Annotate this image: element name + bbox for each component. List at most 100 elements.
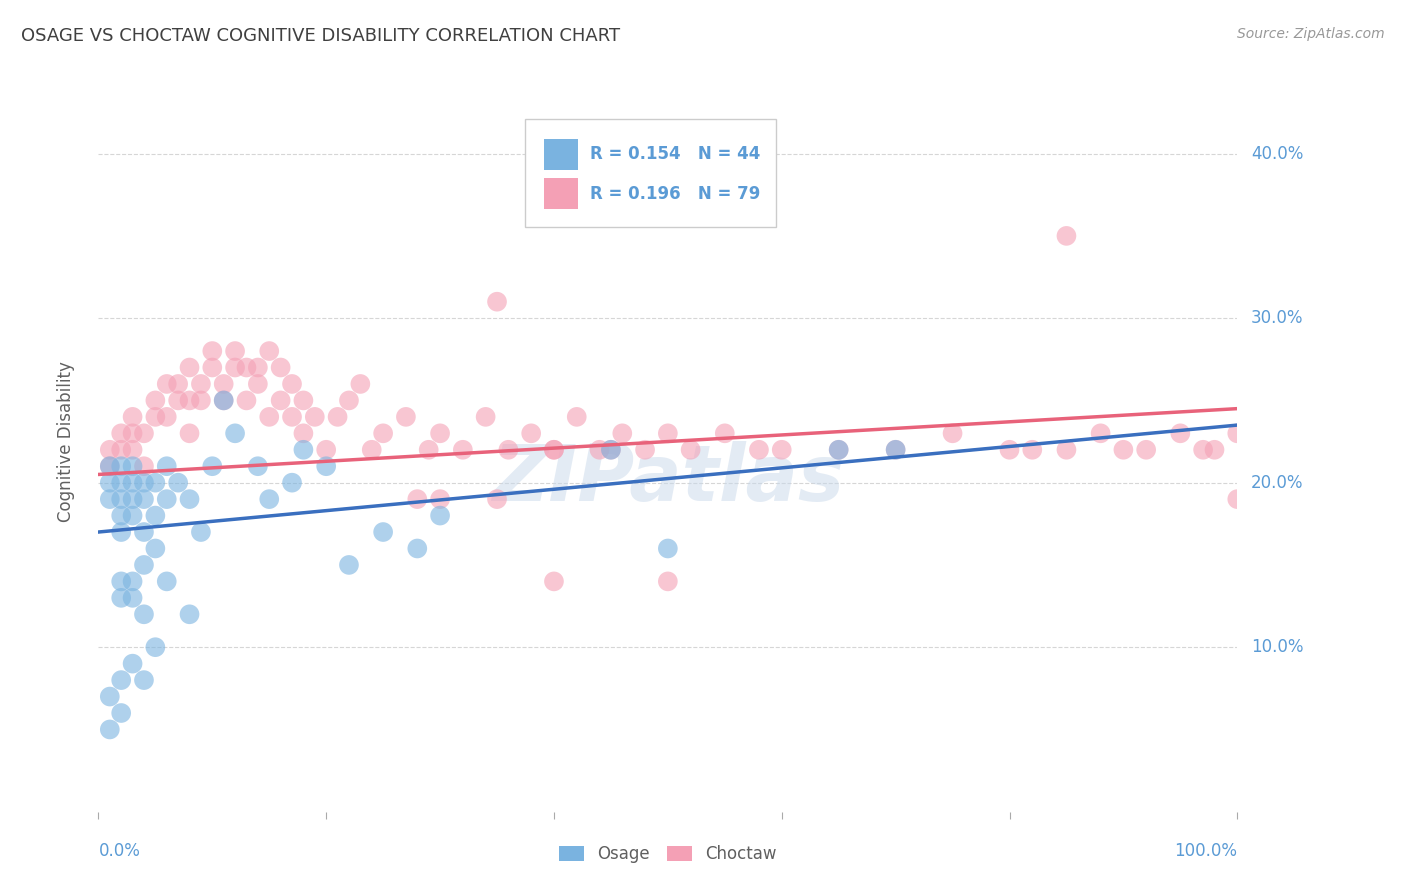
Point — [657, 574, 679, 589]
Point — [246, 376, 269, 391]
Point — [235, 393, 257, 408]
Point — [121, 574, 143, 589]
Text: ZIPatlas: ZIPatlas — [492, 441, 844, 516]
Point — [270, 360, 292, 375]
Point — [451, 442, 474, 457]
Point — [998, 442, 1021, 457]
Point — [167, 376, 190, 391]
Point — [714, 426, 737, 441]
Point — [349, 376, 371, 391]
Point — [486, 294, 509, 309]
Point — [156, 492, 179, 507]
Point — [543, 574, 565, 589]
Point — [259, 344, 281, 359]
Point — [167, 393, 190, 408]
Point — [145, 541, 167, 556]
Point — [224, 426, 246, 441]
Point — [132, 492, 155, 507]
Text: 100.0%: 100.0% — [1174, 842, 1237, 860]
Point — [235, 360, 257, 375]
Point — [110, 442, 132, 457]
Point — [121, 492, 143, 507]
Point — [246, 360, 269, 375]
Text: 40.0%: 40.0% — [1251, 145, 1303, 162]
Legend: Osage, Choctaw: Osage, Choctaw — [553, 838, 783, 870]
Text: 10.0%: 10.0% — [1251, 638, 1303, 657]
Point — [942, 426, 965, 441]
Point — [1021, 442, 1043, 457]
Point — [145, 640, 167, 655]
Point — [145, 508, 167, 523]
Point — [179, 426, 201, 441]
Point — [201, 360, 224, 375]
Point — [292, 393, 315, 408]
Point — [110, 574, 132, 589]
Point — [156, 376, 179, 391]
Point — [98, 690, 121, 704]
Point — [212, 393, 235, 408]
Point — [371, 426, 394, 441]
Point — [156, 409, 179, 424]
Text: R = 0.154   N = 44: R = 0.154 N = 44 — [591, 145, 761, 163]
Point — [224, 344, 246, 359]
Point — [190, 393, 212, 408]
Point — [828, 442, 851, 457]
Point — [1226, 426, 1249, 441]
Point — [565, 409, 588, 424]
Point — [212, 393, 235, 408]
Point — [429, 426, 451, 441]
Point — [98, 459, 121, 474]
Point — [110, 492, 132, 507]
Point — [270, 393, 292, 408]
Point — [179, 393, 201, 408]
Point — [132, 475, 155, 490]
Point — [292, 426, 315, 441]
Point — [190, 376, 212, 391]
Point — [657, 426, 679, 441]
Point — [520, 426, 543, 441]
Point — [1204, 442, 1226, 457]
Point — [132, 459, 155, 474]
Point — [281, 409, 304, 424]
Point — [1170, 426, 1192, 441]
Point — [179, 607, 201, 622]
Point — [679, 442, 702, 457]
Point — [657, 541, 679, 556]
Point — [224, 360, 246, 375]
Point — [315, 442, 337, 457]
Point — [121, 657, 143, 671]
Point — [110, 426, 132, 441]
Point — [326, 409, 349, 424]
Point — [770, 442, 793, 457]
Point — [145, 393, 167, 408]
Y-axis label: Cognitive Disability: Cognitive Disability — [56, 361, 75, 522]
Point — [1226, 492, 1249, 507]
Point — [98, 442, 121, 457]
Point — [132, 607, 155, 622]
Point — [1135, 442, 1157, 457]
Point — [292, 442, 315, 457]
Point — [315, 459, 337, 474]
Point — [110, 673, 132, 687]
Point — [212, 376, 235, 391]
Point — [634, 442, 657, 457]
Point — [543, 442, 565, 457]
Text: OSAGE VS CHOCTAW COGNITIVE DISABILITY CORRELATION CHART: OSAGE VS CHOCTAW COGNITIVE DISABILITY CO… — [21, 27, 620, 45]
Point — [121, 409, 143, 424]
Point — [98, 459, 121, 474]
Point — [418, 442, 440, 457]
Point — [498, 442, 520, 457]
Point — [884, 442, 907, 457]
Point — [179, 360, 201, 375]
Point — [543, 442, 565, 457]
Point — [1054, 442, 1078, 457]
Point — [132, 426, 155, 441]
Point — [600, 442, 623, 457]
FancyBboxPatch shape — [544, 178, 578, 209]
Text: Source: ZipAtlas.com: Source: ZipAtlas.com — [1237, 27, 1385, 41]
Point — [281, 475, 304, 490]
Text: 30.0%: 30.0% — [1251, 310, 1303, 327]
Point — [612, 426, 634, 441]
Point — [371, 524, 394, 539]
Point — [1112, 442, 1135, 457]
